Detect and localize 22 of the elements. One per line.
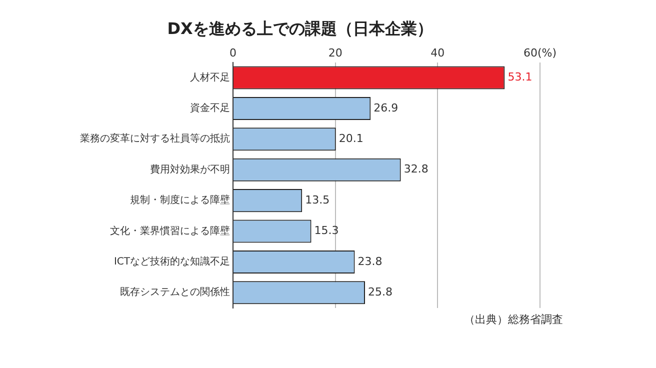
data-label: 13.5 [305,193,330,206]
x-tick-label: 60(%) [523,46,557,60]
y-tick-label: 費用対効果が不明 [150,163,230,176]
y-tick-label: 規制・制度による障壁 [130,194,230,206]
y-tick-label: 資金不足 [190,102,230,114]
x-tick-label: 20 [328,46,342,60]
data-label: 25.8 [368,286,393,299]
y-tick-label: ICTなど技術的な知識不足 [114,256,230,268]
data-label: 23.8 [358,254,382,268]
data-label: 26.9 [374,101,398,114]
text: （出典）総務省調査 [464,312,563,326]
x-tick-label: 0 [230,46,236,60]
data-label: 20.1 [338,132,364,146]
y-tick-label: 人材不足 [190,71,230,84]
x-tick-label: 40 [430,46,445,60]
y-tick-label: 既存システムとの関係性 [120,286,230,298]
data-label: 32.8 [404,162,428,176]
chart-title: DXを進める上での課題（日本企業） [167,18,433,38]
y-tick-label: 文化・業界慣習による障壁 [110,224,230,237]
y-tick-label: 業務の変革に対する社員等の抵抗 [80,132,230,145]
data-label: 15.3 [314,224,339,238]
data-label: 53.1 [508,70,532,84]
